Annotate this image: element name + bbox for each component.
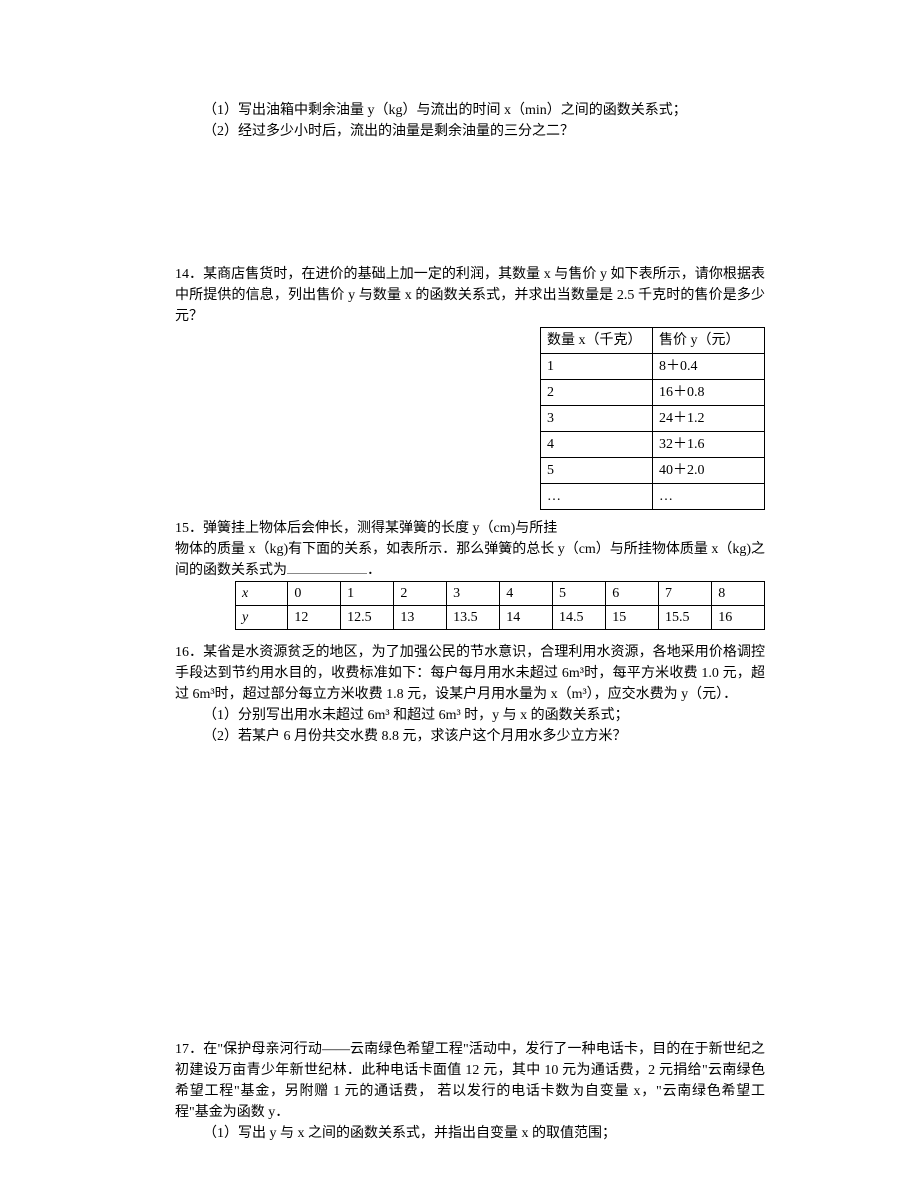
table-cell: 5 — [541, 458, 653, 484]
q13-part2: （2）经过多少小时后，流出的油量是剩余油量的三分之二？ — [203, 121, 765, 142]
blank-line — [287, 562, 367, 574]
table-cell: 3 — [447, 582, 500, 606]
question-13-subparts: （1）写出油箱中剩余油量 y（kg）与流出的时间 x（min）之间的函数关系式；… — [175, 100, 765, 142]
table-cell: 4 — [541, 432, 653, 458]
table-cell: 4 — [500, 582, 553, 606]
q14-table-wrap: 数量 x（千克） 售价 y（元） 1 8＋0.4 2 16＋0.8 3 24＋1… — [540, 327, 765, 510]
table-row: 1 8＋0.4 — [541, 354, 765, 380]
q15-line1: 15．弹簧挂上物体后会伸长，测得某弹簧的长度 y（cm)与所挂 — [175, 518, 765, 539]
table-row: 3 24＋1.2 — [541, 406, 765, 432]
q17-part1: （1）写出 y 与 x 之间的函数关系式，并指出自变量 x 的取值范围； — [175, 1123, 765, 1144]
q16-q17-spacer — [175, 759, 765, 1039]
table-cell: 13 — [394, 606, 447, 630]
q13-part1: （1）写出油箱中剩余油量 y（kg）与流出的时间 x（min）之间的函数关系式； — [203, 100, 765, 121]
question-17: 17．在"保护母亲河行动——云南绿色希望工程"活动中，发行了一种电话卡，目的在于… — [175, 1039, 765, 1144]
table-cell: 2 — [394, 582, 447, 606]
table-cell: 5 — [553, 582, 606, 606]
table-cell: 6 — [606, 582, 659, 606]
table-cell: 13.5 — [447, 606, 500, 630]
q15-line2: 物体的质量 x（kg)有下面的关系，如表所示．那么弹簧的总长 y（cm）与所挂物… — [175, 539, 765, 581]
q15-line3-text: ． — [367, 563, 381, 578]
table-cell: 14 — [500, 606, 553, 630]
q16-part1: （1）分别写出用水未超过 6m³ 和超过 6m³ 时，y 与 x 的函数关系式； — [175, 705, 765, 726]
table-row: 2 16＋0.8 — [541, 380, 765, 406]
row-label-x: x — [236, 582, 288, 606]
table-cell: 8＋0.4 — [653, 354, 765, 380]
q15-table: x 0 1 2 3 4 5 6 7 8 y 12 12.5 13 13.5 14… — [235, 581, 765, 630]
table-row: … … — [541, 484, 765, 510]
question-15: 15．弹簧挂上物体后会伸长，测得某弹簧的长度 y（cm)与所挂 物体的质量 x（… — [175, 518, 765, 630]
q16-part2: （2）若某户 6 月份共交水费 8.8 元，求该户这个月用水多少立方米？ — [175, 726, 765, 747]
q14-table: 数量 x（千克） 售价 y（元） 1 8＋0.4 2 16＋0.8 3 24＋1… — [540, 327, 765, 510]
table-cell: 14.5 — [553, 606, 606, 630]
row-label-y: y — [236, 606, 288, 630]
table-cell: 32＋1.6 — [653, 432, 765, 458]
table-row: 5 40＋2.0 — [541, 458, 765, 484]
q14-text: 14．某商店售货时，在进价的基础上加一定的利润，其数量 x 与售价 y 如下表所… — [175, 264, 765, 327]
q14-header-y: 售价 y（元） — [653, 328, 765, 354]
table-cell: 16＋0.8 — [653, 380, 765, 406]
table-cell: 3 — [541, 406, 653, 432]
question-14: 14．某商店售货时，在进价的基础上加一定的利润，其数量 x 与售价 y 如下表所… — [175, 264, 765, 510]
table-cell: 7 — [658, 582, 711, 606]
q15-line2-text: 物体的质量 x（kg)有下面的关系，如表所示．那么弹簧的总长 y（cm）与所挂物… — [175, 542, 765, 578]
table-cell: 0 — [288, 582, 341, 606]
table-row: 4 32＋1.6 — [541, 432, 765, 458]
table-row: 数量 x（千克） 售价 y（元） — [541, 328, 765, 354]
table-cell: 1 — [541, 354, 653, 380]
table-cell: 15 — [606, 606, 659, 630]
table-cell: … — [653, 484, 765, 510]
q14-header-x: 数量 x（千克） — [541, 328, 653, 354]
q17-text: 17．在"保护母亲河行动——云南绿色希望工程"活动中，发行了一种电话卡，目的在于… — [175, 1039, 765, 1123]
table-cell: 24＋1.2 — [653, 406, 765, 432]
table-cell: 2 — [541, 380, 653, 406]
question-16: 16．某省是水资源贫乏的地区，为了加强公民的节水意识，合理利用水资源，各地采用价… — [175, 642, 765, 747]
table-cell: 8 — [712, 582, 765, 606]
table-row: y 12 12.5 13 13.5 14 14.5 15 15.5 16 — [236, 606, 765, 630]
table-cell: 16 — [712, 606, 765, 630]
q16-text: 16．某省是水资源贫乏的地区，为了加强公民的节水意识，合理利用水资源，各地采用价… — [175, 642, 765, 705]
table-cell: … — [541, 484, 653, 510]
table-row: x 0 1 2 3 4 5 6 7 8 — [236, 582, 765, 606]
table-cell: 1 — [341, 582, 394, 606]
table-cell: 12.5 — [341, 606, 394, 630]
table-cell: 12 — [288, 606, 341, 630]
table-cell: 40＋2.0 — [653, 458, 765, 484]
q13-q14-spacer — [175, 154, 765, 264]
table-cell: 15.5 — [658, 606, 711, 630]
